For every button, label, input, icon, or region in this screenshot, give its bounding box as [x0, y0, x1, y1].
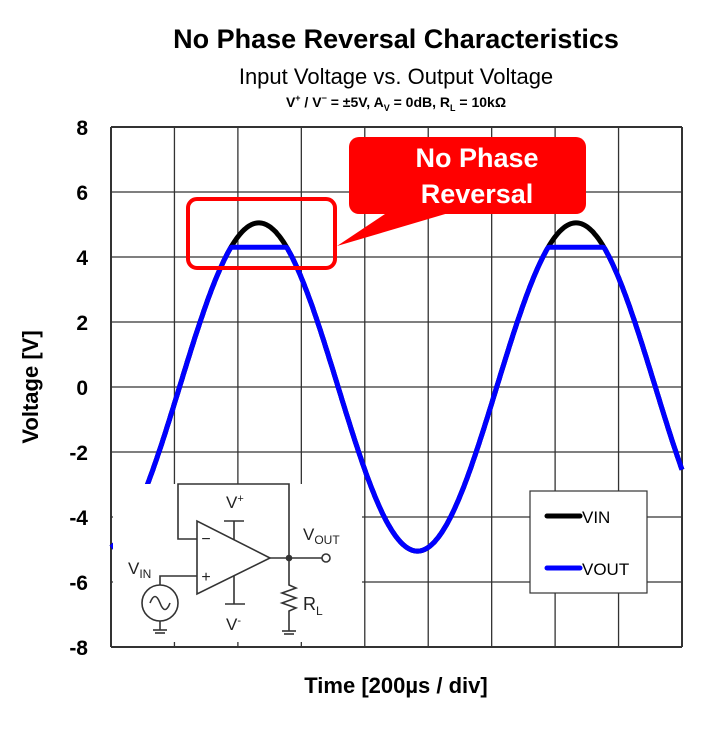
- svg-text:RL: RL: [303, 594, 323, 618]
- callout-line-1: No Phase: [415, 143, 538, 173]
- circuit-inset: [113, 483, 362, 642]
- chart-title: No Phase Reversal Characteristics: [173, 24, 619, 54]
- svg-text:V+: V+: [226, 493, 244, 512]
- y-tick-label: 6: [76, 182, 88, 205]
- svg-text:VOUT: VOUT: [303, 525, 340, 547]
- chart-conditions: V+ / V− = ±5V, AV = 0dB, RL = 10kΩ: [286, 93, 506, 113]
- chart-subtitle: Input Voltage vs. Output Voltage: [239, 64, 553, 89]
- legend: VIN VOUT: [529, 490, 648, 594]
- svg-text:+: +: [201, 569, 210, 586]
- series-line-vout: [109, 244, 685, 554]
- y-tick-label: 2: [76, 312, 88, 335]
- y-axis-label: Voltage [V]: [18, 330, 43, 443]
- resistor-symbol: [279, 558, 299, 631]
- plot-curves: [109, 220, 685, 554]
- y-tick-label: -4: [69, 507, 88, 530]
- y-tick-labels: 8 6 4 2 0 -2 -4 -6 -8: [69, 117, 88, 660]
- y-tick-label: 0: [76, 377, 88, 400]
- legend-label-vin: VIN: [582, 508, 610, 527]
- y-tick-label: 4: [76, 247, 88, 270]
- svg-text:−: −: [201, 531, 210, 548]
- highlight-box: [186, 197, 337, 270]
- svg-text:VIN: VIN: [128, 559, 151, 581]
- callout-line-2: Reversal: [421, 179, 534, 209]
- svg-text:V-: V-: [226, 615, 241, 634]
- y-tick-label: -2: [69, 442, 88, 465]
- output-terminal: [321, 553, 331, 563]
- x-axis-label: Time [200µs / div]: [304, 673, 487, 698]
- callout-bubble: [349, 137, 586, 214]
- callout-pointer: [337, 212, 452, 246]
- y-tick-label: 8: [76, 117, 88, 140]
- y-tick-label: -6: [69, 572, 88, 595]
- y-tick-label: -8: [69, 637, 88, 660]
- circuit-labels: − + V+ V- VOUT VIN RL: [128, 493, 340, 634]
- legend-label-vout: VOUT: [582, 560, 629, 579]
